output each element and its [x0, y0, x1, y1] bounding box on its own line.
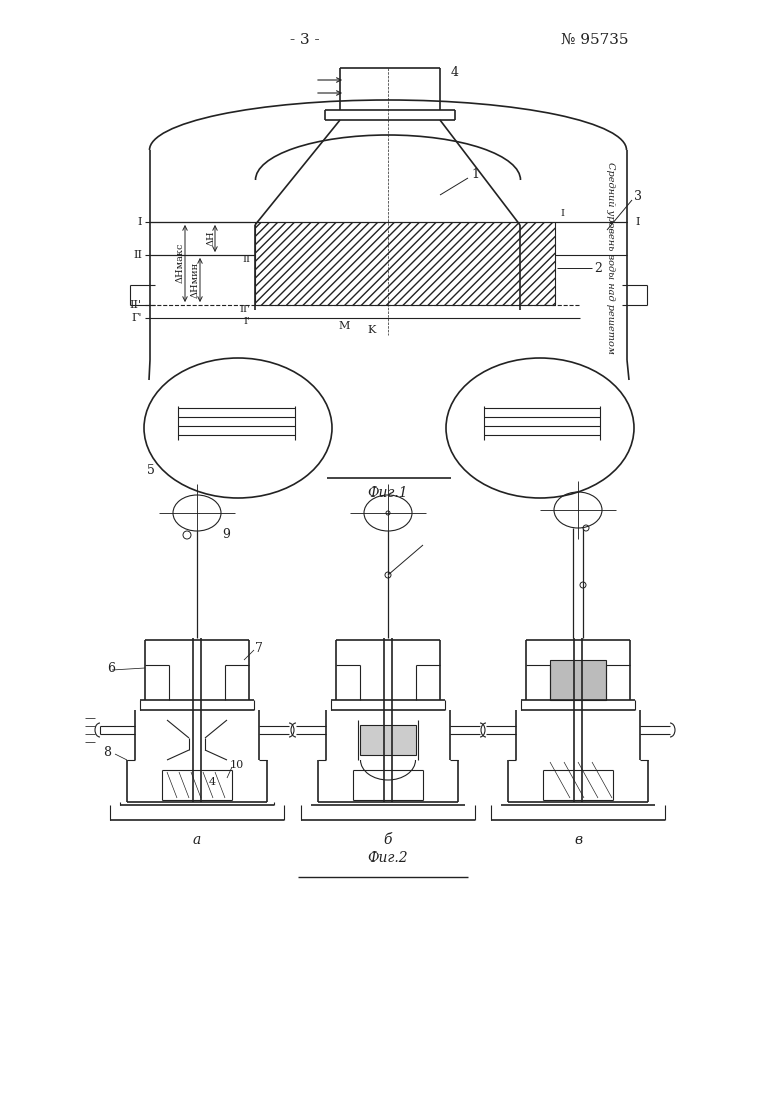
Text: II': II': [239, 304, 250, 313]
Text: M: M: [339, 321, 349, 331]
Text: K: K: [368, 325, 376, 335]
Text: a: a: [193, 833, 201, 847]
Text: 1: 1: [471, 169, 479, 182]
Text: б: б: [384, 833, 392, 847]
Text: Средний уровень воды над решетом: Средний уровень воды над решетом: [605, 162, 615, 354]
Bar: [255, 222, 555, 306]
Text: ΔHмин: ΔHмин: [190, 261, 200, 298]
Text: I: I: [137, 217, 142, 227]
Text: 4: 4: [208, 777, 215, 788]
Text: II: II: [133, 250, 142, 260]
Text: I: I: [635, 217, 640, 227]
Text: 8: 8: [103, 746, 111, 759]
Text: II: II: [242, 255, 250, 264]
Text: - 3 -: - 3 -: [290, 33, 320, 47]
Text: Фиг.1: Фиг.1: [367, 486, 408, 500]
Bar: [360, 725, 416, 754]
Text: II': II': [130, 300, 142, 310]
Text: 6: 6: [107, 662, 115, 675]
Text: Г': Г': [132, 313, 142, 323]
Text: 3: 3: [634, 191, 642, 203]
Text: I': I': [243, 318, 250, 326]
Text: 10: 10: [230, 760, 244, 770]
Bar: [550, 660, 606, 700]
Text: I: I: [560, 210, 564, 218]
Text: ΔH: ΔH: [207, 231, 215, 246]
Text: 5: 5: [147, 463, 155, 476]
Text: Фиг.2: Фиг.2: [367, 852, 408, 865]
Text: 2: 2: [594, 261, 602, 275]
Text: № 95735: № 95735: [562, 33, 629, 47]
Text: 9: 9: [222, 528, 230, 542]
Text: в: в: [574, 833, 582, 847]
Text: 7: 7: [255, 642, 263, 654]
Text: ΔHмакс: ΔHмакс: [176, 243, 185, 283]
Text: 4: 4: [451, 65, 459, 78]
